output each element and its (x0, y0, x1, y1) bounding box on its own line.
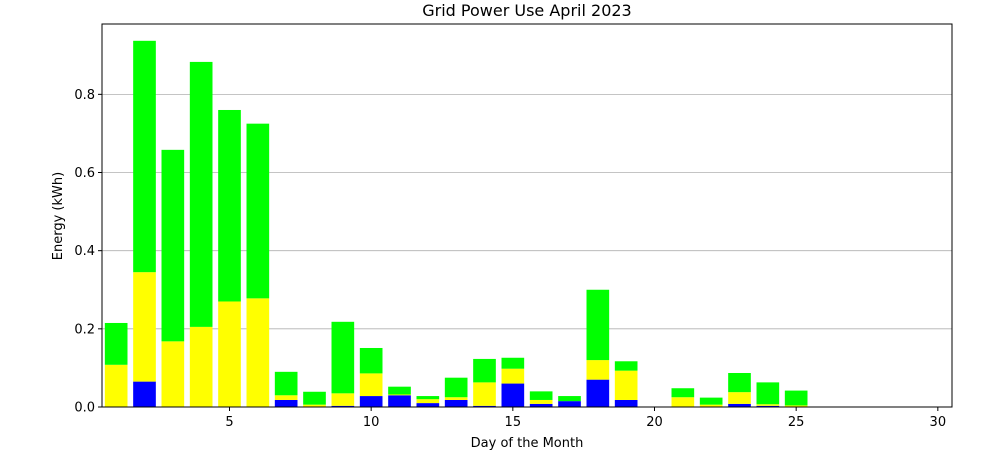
bar-day-9-series-2 (331, 393, 355, 406)
bar-day-11-series-2 (388, 394, 411, 396)
bar-day-4-series-2 (189, 326, 213, 407)
axes: 0.0 0.2 0.4 0.6 0.8 5 10 15 20 25 30 (74, 88, 946, 430)
bar-day-5-series-3 (218, 109, 241, 302)
y-tick-label: 0.8 (74, 88, 95, 103)
x-tick-label: 30 (930, 415, 947, 430)
bar-day-15-series-3 (501, 357, 525, 369)
bar-day-22-series-2 (699, 404, 723, 407)
bar-day-24-series-3 (756, 382, 780, 405)
bar-day-11-series-3 (388, 386, 411, 395)
bar-day-6-series-2 (246, 298, 270, 407)
bar-day-19-series-2 (614, 370, 638, 400)
bar-day-22-series-3 (699, 397, 723, 405)
bar-day-10-series-2 (359, 373, 383, 397)
y-tick-label: 0.2 (74, 322, 95, 337)
bar-day-14-series-2 (473, 382, 496, 406)
bar-day-13-series-3 (444, 377, 468, 398)
y-tick-label: 0.6 (74, 166, 95, 181)
bar-day-3-series-3 (161, 149, 185, 342)
bar-day-23-series-1 (728, 403, 751, 407)
bar-day-9-series-1 (331, 405, 355, 407)
bars (104, 40, 808, 407)
bar-day-18-series-2 (586, 360, 610, 380)
bar-day-7-series-2 (274, 395, 298, 400)
y-tick-label: 0.4 (74, 244, 95, 259)
bar-day-2-series-2 (133, 272, 156, 382)
bar-day-14-series-1 (473, 405, 496, 407)
x-tick-label: 5 (225, 415, 233, 430)
bar-day-25-series-2 (784, 405, 808, 407)
bar-day-8-series-2 (303, 404, 326, 407)
bar-day-16-series-2 (529, 399, 553, 404)
y-axis-label: Energy (kWh) (51, 172, 66, 260)
bar-day-7-series-1 (274, 399, 298, 407)
bar-day-19-series-3 (614, 361, 638, 371)
bar-day-19-series-1 (614, 399, 638, 407)
bar-day-10-series-1 (359, 396, 383, 407)
bar-day-21-series-2 (671, 397, 695, 407)
bar-day-14-series-3 (473, 358, 496, 383)
bar-day-9-series-3 (331, 321, 355, 394)
bar-day-12-series-2 (416, 399, 440, 404)
bar-day-3-series-2 (161, 341, 185, 407)
bar-day-11-series-1 (388, 395, 411, 407)
gridlines (102, 93, 952, 330)
bar-day-13-series-2 (444, 397, 468, 400)
x-tick-label: 20 (646, 415, 663, 430)
bar-day-16-series-3 (529, 391, 553, 400)
bar-day-5-series-2 (218, 301, 241, 407)
bar-day-25-series-3 (784, 390, 808, 406)
bar-day-21-series-3 (671, 388, 695, 398)
x-tick-label: 10 (363, 415, 380, 430)
bar-day-24-series-2 (756, 404, 780, 406)
bar-day-6-series-3 (246, 123, 270, 299)
bar-day-10-series-3 (359, 347, 383, 374)
x-tick-label: 25 (788, 415, 805, 430)
bar-day-12-series-1 (416, 403, 440, 407)
y-tick-label: 0.0 (74, 401, 95, 416)
bar-day-12-series-3 (416, 396, 440, 400)
bar-day-18-series-3 (586, 289, 610, 361)
bar-day-7-series-3 (274, 371, 298, 396)
bar-day-13-series-1 (444, 399, 468, 407)
bar-day-24-series-1 (756, 405, 780, 407)
bar-day-17-series-1 (558, 401, 581, 407)
chart-title: Grid Power Use April 2023 (422, 1, 631, 20)
plot-frame (101, 23, 953, 408)
bar-day-1-series-3 (104, 322, 128, 365)
bar-day-1-series-2 (104, 364, 128, 407)
bar-day-2-series-3 (133, 40, 156, 273)
bar-day-4-series-3 (189, 61, 213, 327)
bar-day-23-series-2 (728, 392, 751, 404)
x-axis-label: Day of the Month (471, 436, 584, 451)
bar-day-15-series-2 (501, 368, 525, 384)
bar-day-17-series-3 (558, 396, 581, 402)
bar-day-2-series-1 (133, 381, 156, 407)
bar-day-15-series-1 (501, 383, 525, 407)
bar-day-8-series-3 (303, 391, 326, 405)
bar-day-16-series-1 (529, 403, 553, 407)
bar-day-18-series-1 (586, 379, 610, 407)
x-tick-label: 15 (505, 415, 522, 430)
bar-day-23-series-3 (728, 372, 751, 393)
